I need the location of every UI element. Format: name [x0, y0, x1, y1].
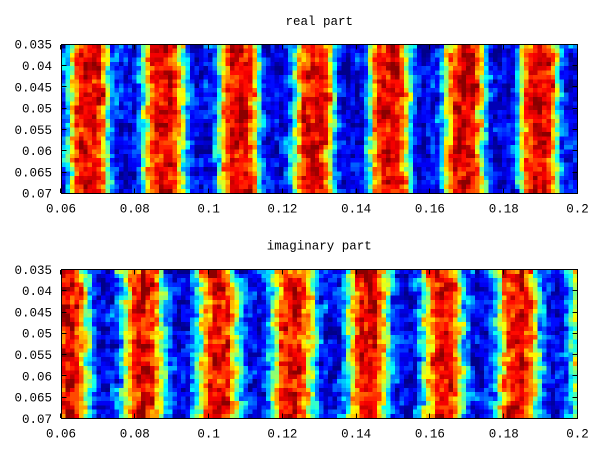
- svg-text:0.045: 0.045: [14, 306, 52, 320]
- svg-text:0.08: 0.08: [120, 427, 150, 441]
- svg-text:0.065: 0.065: [14, 392, 52, 406]
- svg-text:0.07: 0.07: [22, 413, 52, 427]
- svg-text:0.16: 0.16: [415, 203, 445, 217]
- svg-text:0.18: 0.18: [489, 427, 519, 441]
- svg-text:0.035: 0.035: [14, 39, 52, 53]
- svg-text:0.2: 0.2: [566, 427, 589, 441]
- svg-text:0.055: 0.055: [14, 349, 52, 363]
- svg-text:0.07: 0.07: [22, 188, 52, 202]
- svg-text:0.06: 0.06: [22, 370, 52, 384]
- svg-text:0.045: 0.045: [14, 81, 52, 95]
- svg-text:0.16: 0.16: [415, 427, 445, 441]
- svg-text:0.14: 0.14: [341, 427, 371, 441]
- svg-text:0.18: 0.18: [489, 203, 519, 217]
- svg-text:0.035: 0.035: [14, 264, 52, 278]
- svg-text:0.06: 0.06: [46, 427, 76, 441]
- svg-text:0.04: 0.04: [22, 285, 52, 299]
- svg-text:real part: real part: [286, 15, 354, 29]
- svg-text:0.05: 0.05: [22, 103, 52, 117]
- svg-text:0.2: 0.2: [566, 203, 589, 217]
- svg-text:0.055: 0.055: [14, 124, 52, 138]
- svg-text:0.06: 0.06: [22, 145, 52, 159]
- svg-text:0.04: 0.04: [22, 60, 52, 74]
- svg-text:0.065: 0.065: [14, 166, 52, 180]
- svg-text:0.05: 0.05: [22, 328, 52, 342]
- svg-text:0.1: 0.1: [197, 427, 220, 441]
- svg-text:0.14: 0.14: [341, 203, 371, 217]
- svg-text:0.06: 0.06: [46, 203, 76, 217]
- svg-text:0.08: 0.08: [120, 203, 150, 217]
- svg-text:0.12: 0.12: [267, 427, 297, 441]
- svg-text:0.1: 0.1: [197, 203, 220, 217]
- svg-text:imaginary part: imaginary part: [267, 240, 372, 254]
- svg-text:0.12: 0.12: [267, 203, 297, 217]
